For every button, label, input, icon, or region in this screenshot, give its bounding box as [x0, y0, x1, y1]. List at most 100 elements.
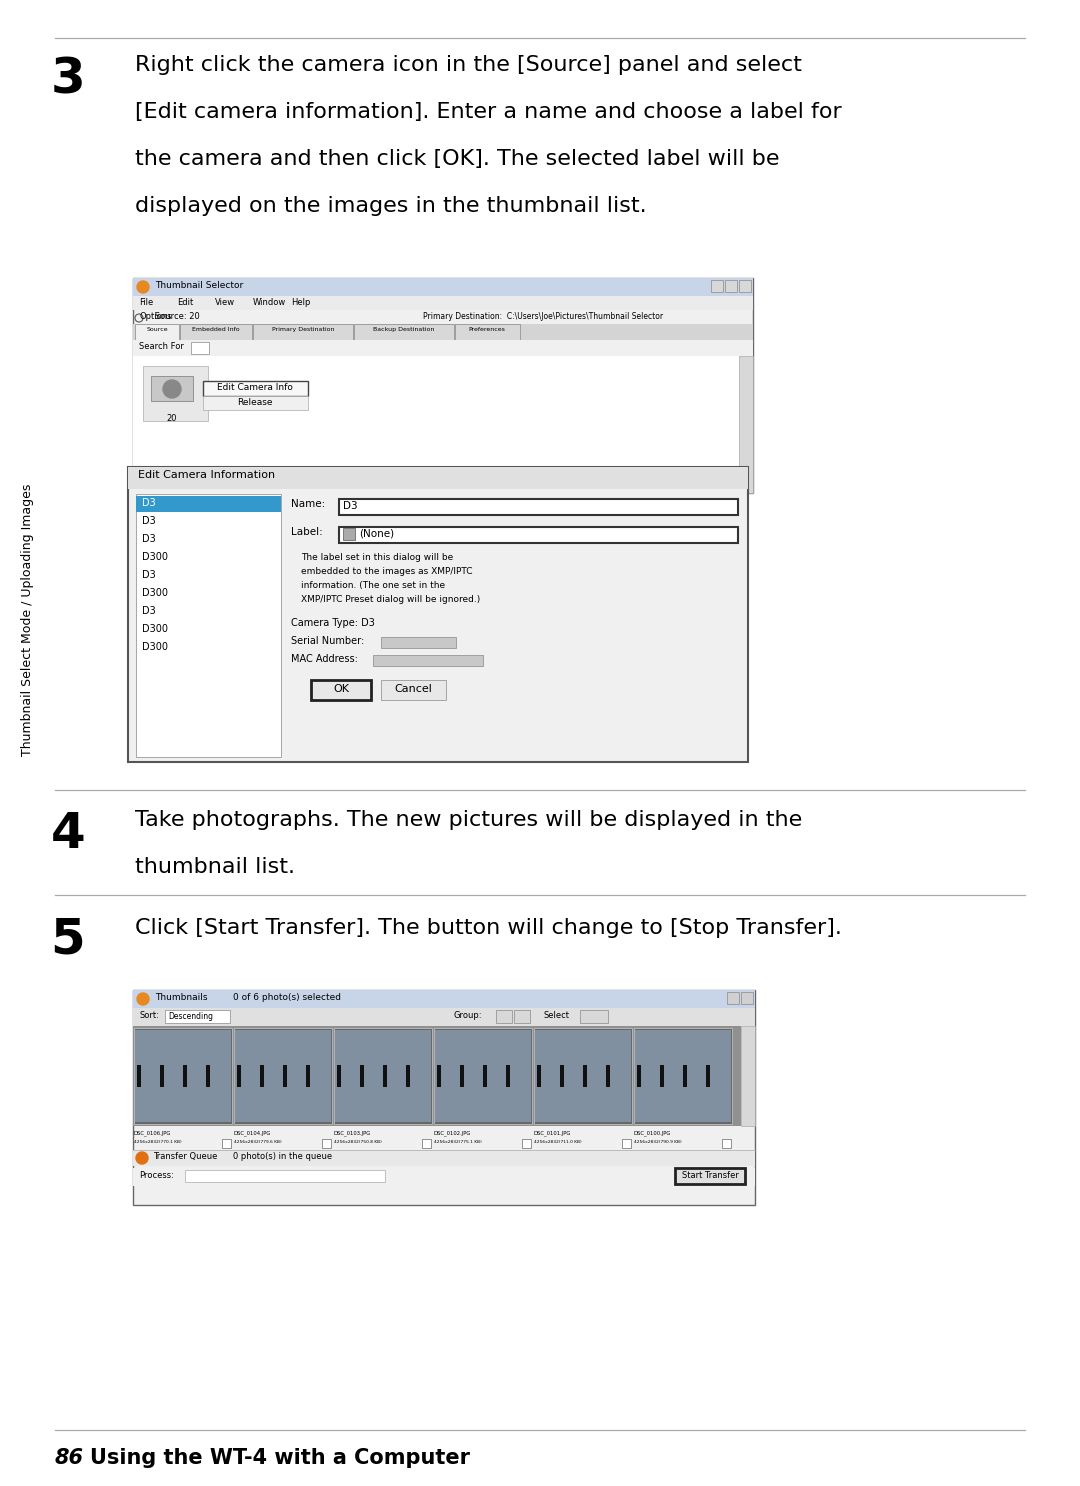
Text: 0 of 6 photo(s) selected: 0 of 6 photo(s) selected [233, 993, 341, 1002]
Text: 5: 5 [51, 915, 85, 963]
Bar [180, 324, 252, 340]
Text: Click [Start Transfer]. The button will change to [Stop Transfer].: Click [Start Transfer]. The button will … [135, 918, 842, 938]
Bar [460, 1065, 464, 1086]
Text: Primary Destination: Primary Destination [272, 327, 334, 331]
Text: 86: 86 [55, 1447, 84, 1468]
Bar [354, 324, 454, 340]
Bar [583, 1065, 588, 1086]
Bar [637, 1065, 642, 1086]
Bar [160, 1065, 164, 1086]
Bar [134, 1028, 232, 1123]
Circle shape [163, 380, 181, 398]
Text: Preferences: Preferences [469, 327, 505, 331]
Bar [435, 1030, 531, 1122]
Bar [135, 324, 179, 340]
Bar [133, 357, 739, 493]
Bar [683, 1065, 687, 1086]
Text: Select: Select [544, 1010, 570, 1019]
Text: the camera and then click [OK]. The selected label will be: the camera and then click [OK]. The sele… [135, 149, 780, 169]
Text: 4256x2832(770.1 KB): 4256x2832(770.1 KB) [134, 1140, 181, 1144]
Bar [129, 467, 748, 762]
Text: 0 photo(s) in the queue: 0 photo(s) in the queue [233, 1152, 333, 1161]
Text: Search For: Search For [139, 342, 184, 351]
Circle shape [136, 1152, 148, 1164]
Text: D300: D300 [141, 588, 168, 597]
Text: View: View [215, 299, 235, 308]
Text: Edit Camera Info: Edit Camera Info [217, 383, 293, 392]
Text: D300: D300 [141, 551, 168, 562]
Bar [381, 681, 446, 700]
Bar [133, 340, 753, 357]
Bar [537, 1065, 541, 1086]
Bar [283, 1065, 287, 1086]
Text: 20: 20 [166, 415, 177, 424]
Text: Serial Number:: Serial Number: [291, 636, 364, 646]
Bar [133, 481, 739, 493]
Bar [725, 279, 737, 293]
Bar [206, 1065, 210, 1086]
Bar [739, 357, 753, 493]
Bar [422, 1138, 431, 1149]
Bar [133, 278, 753, 493]
Text: Camera Type: D3: Camera Type: D3 [291, 618, 375, 629]
Bar [237, 1065, 241, 1086]
Text: Backup Destination: Backup Destination [374, 327, 434, 331]
Bar [339, 499, 738, 516]
Bar [741, 993, 753, 1005]
Bar [635, 1030, 731, 1122]
Bar [203, 380, 308, 395]
Bar [235, 1030, 330, 1122]
Text: embedded to the images as XMP/IPTC: embedded to the images as XMP/IPTC [301, 568, 473, 577]
Bar [253, 324, 353, 340]
Bar [622, 1138, 631, 1149]
Bar [129, 467, 748, 489]
Bar [514, 1010, 530, 1022]
Text: DSC_0104.JPG: DSC_0104.JPG [234, 1129, 271, 1135]
Bar [203, 395, 308, 410]
Text: Source: Source [146, 327, 167, 331]
Text: 4256x2832(750.8 KB): 4256x2832(750.8 KB) [334, 1140, 381, 1144]
Bar [483, 1065, 487, 1086]
Bar [561, 1065, 564, 1086]
Text: Descending: Descending [168, 1012, 213, 1021]
Bar [434, 1028, 532, 1123]
Bar [455, 324, 519, 340]
Text: Thumbnail Select Mode / Uploading Images: Thumbnail Select Mode / Uploading Images [22, 484, 35, 756]
Bar [339, 528, 738, 542]
Bar [437, 1065, 441, 1086]
Bar [260, 1065, 264, 1086]
Text: Edit Camera Information: Edit Camera Information [138, 470, 275, 480]
Bar [343, 528, 355, 539]
Text: D300: D300 [141, 624, 168, 635]
Bar [133, 1150, 755, 1167]
Bar [165, 1010, 230, 1022]
Text: [Edit camera information]. Enter a name and choose a label for: [Edit camera information]. Enter a name … [135, 103, 841, 122]
Text: DSC_0103.JPG: DSC_0103.JPG [334, 1129, 372, 1135]
Bar [383, 1065, 387, 1086]
Circle shape [137, 281, 149, 293]
Bar [133, 990, 755, 1008]
Text: (None): (None) [359, 529, 394, 539]
Text: File: File [139, 299, 153, 308]
Text: DSC_0100.JPG: DSC_0100.JPG [634, 1129, 672, 1135]
Text: 4256x2832(711.0 KB): 4256x2832(711.0 KB) [534, 1140, 582, 1144]
Bar [133, 278, 753, 296]
Bar [151, 376, 193, 401]
Bar [234, 1028, 332, 1123]
Text: Start Transfer: Start Transfer [681, 1171, 739, 1180]
Bar [381, 637, 456, 648]
Bar [136, 493, 281, 756]
Bar [337, 1065, 341, 1086]
Bar [711, 279, 723, 293]
Text: D3: D3 [141, 516, 156, 526]
Bar [675, 1168, 745, 1184]
Text: 4256x2832(775.1 KB): 4256x2832(775.1 KB) [434, 1140, 482, 1144]
Text: DSC_0101.JPG: DSC_0101.JPG [534, 1129, 571, 1135]
Circle shape [137, 993, 149, 1005]
Text: Release: Release [238, 398, 273, 407]
Text: Cancel: Cancel [394, 684, 432, 694]
Bar [137, 1065, 141, 1086]
Bar [133, 1168, 755, 1186]
Bar [183, 1065, 187, 1086]
Bar [360, 1065, 364, 1086]
